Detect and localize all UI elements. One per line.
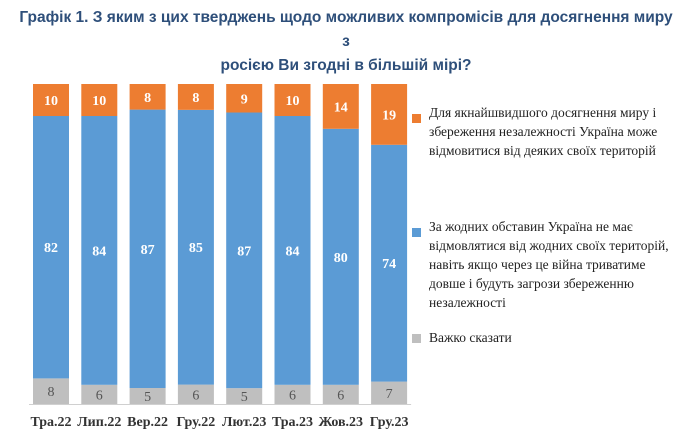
legend-label-unsure: Важко сказати (429, 330, 512, 345)
bar-concede-2 (129, 84, 166, 110)
bar-unsure-7 (371, 381, 408, 404)
data-label-unsure-6: 6 (337, 388, 344, 403)
data-label-never-2: 87 (141, 243, 155, 258)
bar-never-5 (274, 116, 311, 385)
bar-unsure-0 (33, 378, 69, 404)
bar-unsure-2 (129, 388, 166, 404)
x-tick-label-3: Гру.22 (177, 415, 216, 430)
legend-label-never: За жодних обставин Україна не має відмов… (429, 219, 669, 310)
x-tick-label-2: Вер.22 (127, 415, 168, 430)
bar-concede-6 (322, 84, 359, 129)
bar-concede-7 (371, 84, 408, 145)
bar-never-3 (177, 109, 214, 385)
data-label-concede-3: 8 (192, 91, 199, 106)
bar-never-2 (129, 109, 166, 388)
bar-unsure-3 (177, 384, 214, 404)
x-tick-label-5: Тра.23 (272, 415, 313, 430)
bar-unsure-6 (322, 384, 359, 404)
chart-title-line-2: росією Ви згодні в більшій мірі? (220, 57, 472, 74)
data-label-never-1: 84 (92, 244, 106, 259)
bar-concede-5 (274, 84, 311, 116)
chart-title-line-1: Графік 1. З яким з цих тверджень щодо мо… (19, 9, 673, 50)
bar-unsure-1 (81, 384, 118, 404)
data-label-unsure-3: 6 (192, 388, 199, 403)
data-label-concede-2: 8 (144, 91, 151, 106)
data-label-concede-7: 19 (382, 108, 396, 123)
bar-never-4 (226, 112, 263, 389)
legend-swatch-unsure (412, 334, 421, 343)
bar-never-0 (33, 116, 69, 379)
data-label-concede-1: 10 (92, 94, 106, 109)
data-label-unsure-2: 5 (144, 390, 151, 405)
legend-swatch-never (412, 228, 421, 237)
x-tick-label-6: Жов.23 (319, 415, 364, 430)
data-label-never-4: 87 (237, 244, 251, 259)
x-tick-label-7: Гру.23 (370, 415, 409, 430)
data-label-concede-5: 10 (286, 94, 300, 109)
x-tick-label-0: Тра.22 (30, 415, 71, 430)
data-label-unsure-4: 5 (241, 390, 248, 405)
data-label-unsure-7: 7 (386, 387, 393, 402)
data-label-concede-4: 9 (241, 92, 248, 107)
data-label-never-7: 74 (382, 257, 396, 272)
data-label-unsure-5: 6 (289, 388, 296, 403)
x-tick-label-4: Лют.23 (222, 415, 266, 430)
data-label-concede-0: 10 (44, 94, 58, 109)
data-label-never-5: 84 (286, 244, 300, 259)
data-label-concede-6: 14 (334, 100, 348, 115)
data-label-never-0: 82 (44, 241, 58, 256)
bar-concede-4 (226, 84, 263, 113)
data-label-unsure-1: 6 (96, 388, 103, 403)
bar-never-7 (371, 144, 408, 382)
bar-concede-1 (81, 84, 118, 116)
data-label-never-3: 85 (189, 241, 203, 256)
data-label-unsure-0: 8 (48, 385, 55, 400)
bar-unsure-4 (226, 388, 263, 404)
bar-never-6 (322, 128, 359, 385)
bar-concede-3 (177, 84, 214, 110)
bar-unsure-5 (274, 384, 311, 404)
legend-label-concede: Для якнайшвидшого досягнення миру і збер… (429, 105, 658, 158)
data-label-never-6: 80 (334, 251, 348, 266)
legend-swatch-concede (412, 114, 421, 123)
x-tick-label-1: Лип.22 (77, 415, 121, 430)
bar-concede-0 (33, 84, 69, 116)
chart-title: Графік 1. З яким з цих тверджень щодо мо… (18, 6, 674, 78)
bar-never-1 (81, 116, 118, 385)
